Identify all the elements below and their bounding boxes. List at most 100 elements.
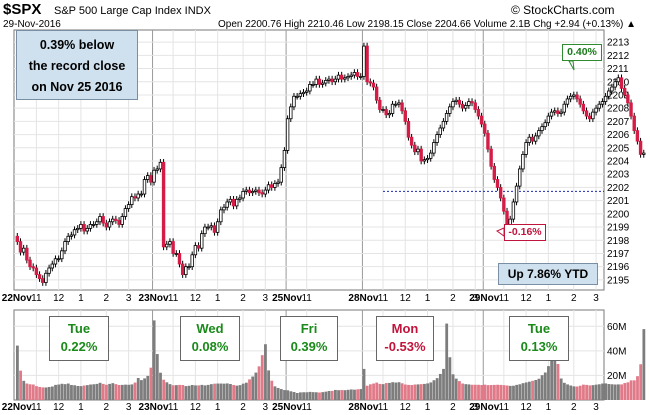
price-y-tick-label: 2212 — [607, 51, 630, 62]
candle-body — [320, 82, 325, 85]
volume-bar — [308, 391, 312, 400]
volume-bar — [241, 383, 245, 400]
volume-bar — [407, 384, 410, 400]
volume-bar — [321, 392, 325, 400]
candle-body — [546, 115, 551, 124]
volume-bar — [556, 364, 560, 400]
volume-bar — [397, 382, 401, 400]
volume-bar — [194, 385, 197, 400]
volume-bar — [203, 385, 207, 400]
volume-bar — [448, 357, 452, 400]
candle-body — [378, 99, 382, 110]
volume-x-tick-label: 23Nov — [139, 402, 169, 413]
volume-bar — [63, 384, 67, 400]
price-x-tick-label: 11 — [31, 293, 42, 304]
price-y-tick-label: 2209 — [607, 90, 630, 101]
volume-x-tick-label: 1 — [215, 402, 221, 413]
candle-body — [314, 78, 318, 85]
candle-body — [225, 201, 229, 208]
volume-bar — [54, 384, 57, 400]
volume-bar — [178, 384, 181, 400]
candle-body — [145, 175, 150, 180]
candle-body — [177, 253, 182, 265]
candle-body — [568, 95, 573, 100]
price-x-tick-label: 11 — [301, 293, 312, 304]
day-change-percent: 0.13% — [520, 339, 558, 354]
day-change-percent: 0.08% — [191, 339, 229, 354]
candle-body — [359, 76, 363, 78]
high-callout-pointer — [568, 60, 575, 71]
candle-body — [403, 110, 407, 122]
candle-body — [28, 259, 32, 268]
volume-bar — [601, 383, 604, 400]
price-x-tick-label: 12 — [400, 293, 412, 304]
candle-body — [171, 241, 175, 254]
candle-body — [56, 258, 61, 261]
volume-x-tick-label: 1 — [78, 402, 84, 413]
volume-bar — [394, 382, 398, 400]
volume-x-tick-label: 11 — [499, 402, 510, 413]
candle-body — [467, 101, 471, 106]
candle-body — [374, 86, 379, 101]
volume-bar — [260, 355, 264, 400]
volume-bar — [473, 384, 477, 400]
volume-x-tick-label: 3 — [263, 402, 269, 413]
price-y-tick-label: 2197 — [607, 249, 630, 260]
candle-body — [603, 95, 608, 102]
volume-bar — [515, 384, 519, 400]
volume-bar — [467, 384, 471, 400]
volume-bar — [413, 384, 417, 400]
candle-body — [610, 86, 614, 92]
volume-bar — [295, 392, 299, 400]
candle-body — [397, 102, 401, 105]
volume-bar — [550, 327, 554, 400]
volume-bar — [356, 389, 360, 400]
volume-bar — [429, 382, 433, 400]
candle-body — [355, 72, 360, 77]
volume-bar — [403, 384, 407, 400]
ticker-symbol: $SPX — [3, 1, 42, 18]
candle-body — [209, 225, 213, 228]
volume-x-tick-label: 12 — [190, 402, 202, 413]
volume-bar — [613, 384, 617, 400]
volume-bar — [130, 384, 134, 400]
volume-x-tick-label: 2 — [571, 402, 577, 413]
volume-bar — [140, 380, 143, 400]
volume-x-tick-label: 2 — [240, 402, 246, 413]
volume-bar — [626, 382, 630, 400]
candle-body — [168, 241, 172, 245]
candle-body — [200, 233, 204, 249]
candle-body — [263, 189, 268, 195]
candle-body — [282, 150, 287, 169]
candle-body — [21, 247, 26, 253]
volume-bar — [419, 384, 423, 400]
volume-bar — [120, 384, 124, 400]
candle-body — [502, 197, 506, 212]
candle-body — [416, 148, 420, 153]
candle-body — [514, 185, 519, 203]
candle-body — [591, 111, 595, 120]
price-x-tick-label: 2 — [104, 293, 110, 304]
record-note-line-1: 0.39% below — [39, 38, 115, 52]
volume-y-tick-label: 60M — [607, 322, 626, 333]
volume-bar — [225, 383, 229, 400]
price-x-tick-label: 3 — [593, 293, 599, 304]
candle-body — [492, 165, 496, 180]
candle-body — [527, 136, 531, 143]
candle-body — [387, 113, 392, 116]
candle-body — [448, 106, 452, 114]
volume-bar — [423, 383, 426, 400]
price-x-tick-label: 2 — [571, 293, 577, 304]
volume-bar — [327, 391, 331, 400]
candle-body — [95, 221, 99, 225]
volume-y-tick-label: 20M — [607, 371, 626, 382]
candle-body — [308, 83, 312, 92]
candle-body — [575, 94, 579, 100]
candle-body — [285, 118, 290, 151]
candle-body — [451, 101, 455, 108]
volume-bar — [222, 383, 226, 400]
candle-body — [301, 91, 306, 95]
price-x-tick-label: 1 — [215, 293, 221, 304]
volume-bar — [585, 384, 589, 400]
volume-bar — [547, 366, 550, 400]
